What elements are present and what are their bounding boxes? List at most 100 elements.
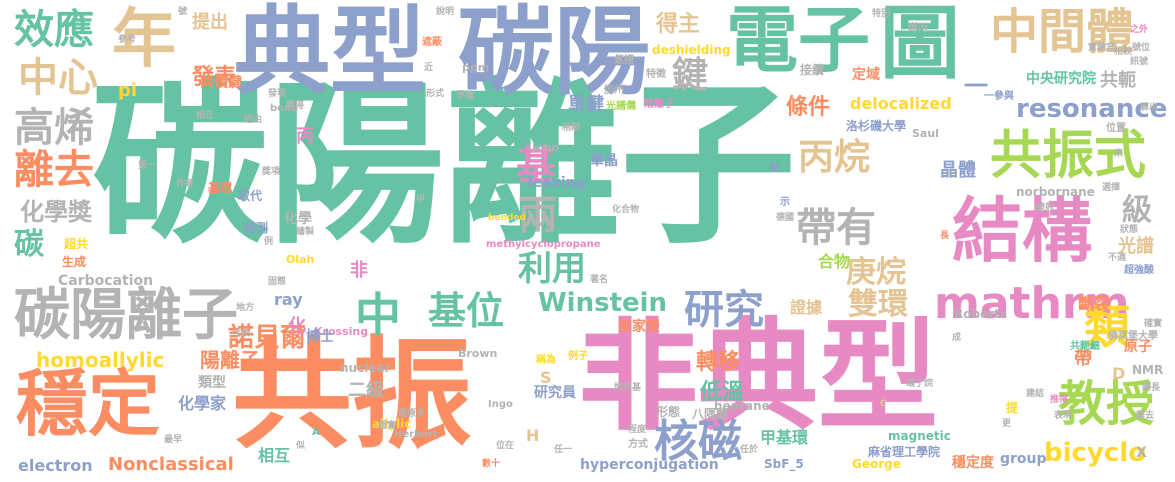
word: 陽離子 [200, 348, 260, 372]
word: 雙環 [848, 287, 908, 322]
word: resonance [1016, 94, 1168, 124]
word: 基環 [208, 181, 233, 195]
word: 最早 [164, 435, 183, 445]
word: Ingo [488, 399, 513, 410]
word: 解出 [1140, 103, 1159, 113]
word: 轉移 [696, 350, 741, 375]
word: 得主 [656, 12, 701, 37]
word: 陰離子 [644, 99, 674, 110]
word: 號位 [1132, 43, 1151, 53]
word: George [852, 457, 901, 471]
word: 麻省理工學院 [868, 445, 941, 459]
word: 高烯 [14, 105, 94, 151]
word: 圖 [880, 0, 960, 90]
word: 作者 [176, 179, 195, 189]
word: 離去 [14, 147, 94, 193]
word: 第一 [138, 161, 157, 171]
word: 證實 [378, 421, 397, 431]
word: heptane [714, 399, 770, 413]
word: 形態 [656, 405, 681, 419]
word: group [1000, 451, 1047, 467]
word: 超強酸 [1124, 265, 1154, 276]
word: Saul [912, 127, 939, 140]
word: 示 [780, 197, 790, 208]
word: 特別 [872, 9, 891, 19]
word: 一 [964, 72, 988, 100]
word: 建結 [1026, 389, 1045, 399]
word: 碳陽離子 [14, 283, 238, 348]
word: 烯丙基 [614, 383, 642, 393]
word: 方式 [628, 439, 648, 450]
word: 效應 [14, 7, 94, 53]
word: 教授 [1058, 376, 1155, 432]
word: 任一 [554, 445, 573, 455]
word: S [540, 368, 552, 387]
word: 梁家榮 [618, 319, 660, 335]
word: 年 [112, 3, 176, 77]
word: 中央研究院 [1026, 71, 1096, 87]
word: 帶 [1074, 348, 1092, 369]
word: ray [274, 290, 303, 309]
word: 條件 [786, 95, 831, 120]
word: 化學 [284, 211, 312, 227]
word: 中 [355, 288, 401, 342]
word: 任於 [740, 445, 759, 455]
word: 共振 [232, 326, 472, 465]
word: 位置 [1106, 123, 1126, 134]
word: 定域 [852, 67, 880, 83]
word: 非典型 [578, 308, 938, 447]
word: delocalized [850, 94, 952, 113]
word: leaving [528, 175, 586, 191]
word: 二級 [348, 380, 384, 401]
word: 斷裂 [1078, 294, 1111, 313]
word: 級 [1122, 193, 1152, 228]
word: X [1136, 445, 1147, 461]
word: 形式 [426, 89, 445, 99]
word: 低溫 [700, 380, 745, 405]
word: 光譜 [1118, 236, 1154, 257]
word: 研究 [684, 287, 764, 333]
word: 甲基環 [760, 428, 809, 447]
word: 庚烷 [846, 255, 906, 290]
word: 典型 [234, 0, 426, 108]
word: 例子 [568, 351, 588, 362]
word: 電子 [726, 0, 871, 82]
word: 例 [264, 237, 274, 247]
word: 碳陽離子 [92, 63, 797, 268]
word: 非 [350, 260, 368, 281]
word: Roberts [954, 307, 1008, 321]
word: 代表 [232, 329, 251, 339]
word: 相互 [258, 446, 291, 465]
word: electron [18, 456, 93, 475]
word: 證據 [790, 298, 823, 317]
word: 類型 [198, 375, 226, 391]
word: 化 [288, 316, 306, 337]
word: 佛萊堡大學 [1108, 331, 1158, 342]
word: 晶體 [940, 160, 976, 181]
word: 碳 [14, 227, 44, 262]
word: 共價鍵 [200, 75, 242, 91]
word: 更 [1002, 419, 1012, 429]
word: 德國 [776, 213, 795, 223]
word: 繪製 [296, 227, 315, 237]
word: 推得 [1050, 395, 1069, 405]
word: 研究員 [534, 385, 576, 401]
word: Nonclassical [108, 454, 234, 475]
word: pi [118, 80, 138, 101]
word: 帶有 [796, 205, 876, 251]
word: 超共 [64, 237, 89, 251]
word: 不適 [1108, 253, 1127, 263]
word: ppm [462, 61, 490, 74]
word: 博士 [306, 329, 334, 345]
word: 氫譜 [614, 55, 634, 66]
word: nuclear [340, 361, 391, 375]
word: 化學家 [178, 394, 227, 413]
word: 稱為 [536, 355, 556, 366]
word: 相較 [1114, 47, 1133, 57]
word: 之外 [1130, 25, 1149, 35]
word: 接續 [800, 63, 825, 77]
word: 利用 [518, 249, 586, 289]
word: 鍵長 [1142, 383, 1161, 393]
word: 狀態 [1120, 225, 1139, 235]
